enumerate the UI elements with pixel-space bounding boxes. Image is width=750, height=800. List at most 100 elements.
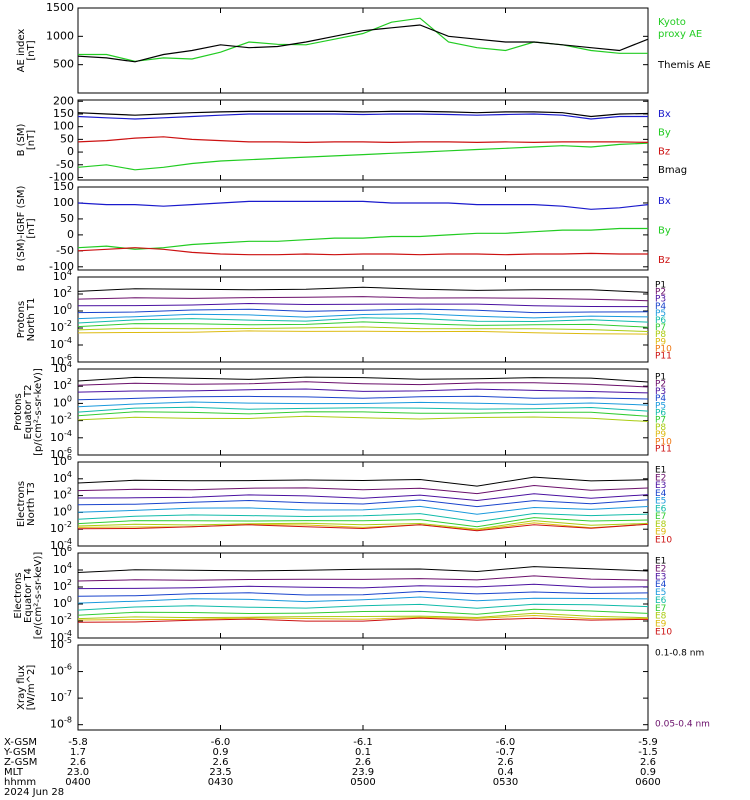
y-axis-label: North T3	[26, 482, 37, 526]
y-tick-label: -50	[56, 244, 74, 257]
legend-label: E8	[655, 612, 667, 622]
y-tick-label: 100	[53, 196, 74, 209]
x-row-value: 0400	[65, 777, 90, 788]
legend-label: E7	[655, 604, 666, 614]
y-axis-label: Equator T4	[23, 568, 34, 623]
y-tick-label: 0	[67, 145, 74, 158]
panel-enorth	[77, 461, 649, 547]
legend-label: P10	[655, 437, 672, 447]
legend-label: P3	[655, 295, 666, 305]
y-tick-label: 100	[53, 120, 74, 133]
legend-label: P1	[655, 373, 666, 383]
x-row-value: 2.6	[355, 757, 371, 768]
x-row-value: 0.9	[213, 747, 229, 758]
legend-label: Kyoto	[658, 17, 686, 28]
y-tick-label: 104	[53, 360, 72, 376]
series-line	[77, 136, 649, 144]
y-axis-label: Electrons	[16, 481, 27, 527]
series-line	[77, 566, 649, 573]
y-tick-label: 104	[53, 268, 72, 284]
y-tick-label: -100	[49, 170, 74, 183]
series-line	[77, 590, 649, 597]
series-line	[77, 227, 648, 250]
legend-label: P4	[655, 394, 666, 404]
series-line	[77, 612, 649, 620]
legend-label: P10	[655, 344, 672, 354]
y-axis-label: B (SM)	[16, 123, 27, 156]
series-line	[77, 583, 649, 590]
x-row-label: MLT	[4, 767, 24, 778]
y-axis-label: AE index	[16, 29, 27, 73]
y-tick-label: 102	[53, 285, 72, 301]
legend-label: P4	[655, 302, 666, 312]
legend-label: P9	[655, 337, 666, 347]
legend-label: E9	[655, 620, 667, 630]
series-line	[77, 517, 649, 528]
y-tick-label: 102	[53, 377, 72, 393]
legend-label: E2	[655, 564, 666, 574]
series-line	[77, 596, 649, 604]
y-tick-label: 1500	[46, 1, 74, 14]
x-row-value: 23.5	[209, 767, 231, 778]
x-row-value: 0500	[350, 777, 375, 788]
y-tick-label: 50	[60, 212, 74, 225]
y-tick-label: 10-4	[50, 537, 72, 553]
series-line	[77, 381, 649, 388]
series-line	[77, 113, 648, 120]
y-axis-label: Electrons	[13, 572, 24, 618]
x-row-label: hhmm	[4, 777, 36, 788]
panel-ae	[77, 7, 649, 94]
legend-label: Bx	[658, 196, 671, 207]
legend-label: E10	[655, 628, 672, 638]
series-line	[77, 308, 649, 314]
panel-eeq	[77, 552, 649, 639]
legend-label: P8	[655, 423, 666, 433]
y-tick-label: 10-2	[50, 319, 72, 335]
y-tick-label: 0	[67, 228, 74, 241]
y-tick-label: 10-7	[50, 689, 72, 705]
legend-label: Bx	[658, 109, 671, 120]
legend-label: By	[658, 226, 671, 237]
y-tick-label: -50	[56, 158, 74, 171]
x-row-value: 0430	[208, 777, 233, 788]
series-line	[77, 401, 649, 408]
y-axis-label: North T1	[26, 298, 37, 342]
x-row-value: 23.0	[67, 767, 89, 778]
x-row-value: 23.9	[352, 767, 374, 778]
x-row-value: -6.0	[211, 737, 231, 748]
x-row-label: Z-GSM	[4, 757, 37, 768]
y-tick-label: 100	[53, 394, 72, 410]
x-row-label: X-GSM	[4, 737, 37, 748]
legend-label: E9	[655, 528, 667, 538]
series-line	[77, 603, 649, 611]
y-axis-label: Protons	[13, 393, 24, 430]
y-tick-label: 106	[53, 453, 72, 469]
legend-label: E6	[655, 504, 667, 514]
x-row-value: 2.6	[640, 757, 656, 768]
y-tick-label: 102	[53, 486, 72, 502]
y-tick-label: 10-4	[50, 629, 72, 645]
x-row-value: 0.9	[640, 767, 656, 778]
series-line	[77, 142, 649, 171]
date-label: 2024 Jun 28	[4, 787, 64, 798]
y-axis-label: [p/(cm²-s-sr-keV)]	[33, 368, 44, 456]
series-line	[77, 296, 649, 302]
legend-label: P3	[655, 387, 666, 397]
y-tick-label: 10-6	[50, 353, 72, 369]
y-axis-label: [nT]	[26, 130, 37, 150]
series-line	[77, 388, 649, 394]
legend-label: P7	[655, 416, 666, 426]
legend-label: E10	[655, 536, 672, 546]
series-line	[77, 247, 648, 256]
y-axis-label: [nT]	[26, 40, 37, 60]
series-line	[77, 313, 649, 320]
legend-label: P7	[655, 323, 666, 333]
legend-label: P8	[655, 330, 666, 340]
y-tick-label: 100	[53, 503, 72, 519]
y-axis-label: [W/m^2]	[26, 665, 37, 711]
panel-frame	[77, 552, 649, 639]
panel-xray	[77, 644, 649, 731]
legend-label: P11	[655, 352, 672, 362]
series-line	[77, 286, 649, 293]
series-line	[77, 415, 649, 422]
